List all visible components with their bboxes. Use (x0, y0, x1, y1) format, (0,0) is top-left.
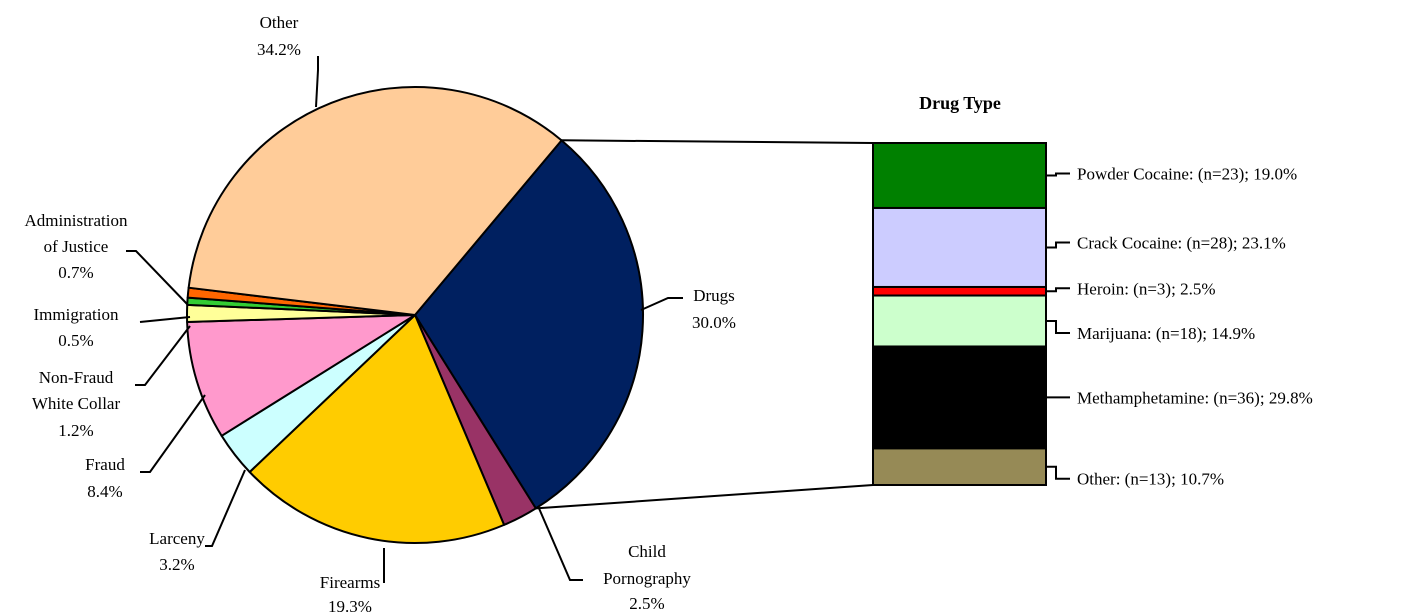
connector-line-top (561, 139, 874, 144)
bar-label-other: Other: (n=13); 10.7% (1077, 470, 1224, 489)
pie-label-fraud: Fraud 8.4% (85, 455, 125, 501)
pie-leader-immigration (139, 316, 191, 323)
bar-segment-heroin (872, 285, 1047, 297)
pie-name-firearms: Firearms (320, 573, 380, 592)
pie-name-fraud: Fraud (85, 455, 125, 474)
bar-label-powder-cocaine: Powder Cocaine: (n=23); 19.0% (1077, 165, 1297, 184)
pie-name-other: Other (260, 13, 299, 32)
pie-slice-other (187, 86, 563, 316)
pie-label-larceny: Larceny 3.2% (149, 529, 205, 574)
pie-label-immigration: Immigration 0.5% (34, 305, 119, 350)
pie-labels: Drugs 30.0% Child Pornography 2.5% Firearms 19… (25, 13, 736, 616)
bar-leader-other (1046, 465, 1070, 480)
bar-leader-powder-cocaine (1046, 172, 1070, 177)
pie-leader-larceny (205, 469, 246, 547)
pie-value-larceny: 3.2% (159, 555, 194, 574)
bar-segment-crack-cocaine (872, 206, 1047, 288)
pie-leader-fraud (140, 394, 206, 473)
pie-name-drugs: Drugs (693, 286, 735, 305)
pie-label-child-pornography: Child Pornography 2.5% (603, 542, 691, 613)
bar-segment-methamphetamine (872, 345, 1047, 450)
pie-label-administration-of-justice: Administration of Justice 0.7% (25, 211, 128, 282)
bar-label-marijuana: Marijuana: (n=18); 14.9% (1077, 324, 1255, 343)
pie-slice-fraud (186, 314, 416, 437)
pie-value-non-fraud-white-collar: 1.2% (58, 421, 93, 440)
pie-name-larceny: Larceny (149, 529, 205, 548)
bar-leader-heroin (1046, 287, 1070, 293)
bar-segment-powder-cocaine (872, 142, 1047, 209)
pie-leader-non-fraud-white-collar (135, 325, 191, 386)
pie-label-drugs: Drugs 30.0% (692, 286, 736, 332)
pie-name-child-pornography: Pornography (603, 569, 691, 588)
pie-label-firearms: Firearms 19.3% (320, 573, 380, 616)
pie-value-child-pornography: 2.5% (629, 594, 664, 613)
connector-layer (535, 139, 874, 510)
pie-value-drugs: 30.0% (692, 313, 736, 332)
pie-value-administration-of-justice: 0.7% (58, 263, 93, 282)
bar-leader-marijuana (1046, 320, 1070, 334)
pie-name-administration-of-justice: of Justice (44, 237, 109, 256)
bar-label-heroin: Heroin: (n=3); 2.5% (1077, 279, 1215, 298)
connector-line-bottom (535, 484, 874, 510)
drug-type-labels: Drug Type Powder Cocaine: (n=23); 19.0% C… (919, 93, 1313, 489)
pie-slices (186, 86, 644, 544)
pie-name-immigration: Immigration (34, 305, 119, 324)
pie-value-other: 34.2% (257, 40, 301, 59)
bar-segment-other (872, 447, 1047, 487)
pie-slice-firearms (248, 314, 506, 544)
pie-leader-drugs (640, 297, 683, 311)
drug-type-bar (872, 142, 1047, 487)
pie-leader-other (315, 56, 319, 108)
pie-name-administration-of-justice: Administration (25, 211, 128, 230)
bar-label-crack-cocaine: Crack Cocaine: (n=28); 23.1% (1077, 234, 1286, 253)
bar-label-methamphetamine: Methamphetamine: (n=36); 29.8% (1077, 388, 1313, 407)
pie-leader-administration-of-justice (126, 250, 189, 306)
pie-name-non-fraud-white-collar: White Collar (32, 394, 121, 413)
pie-label-other: Other 34.2% (257, 13, 301, 59)
bar-segment-marijuana (872, 294, 1047, 348)
pie-name-non-fraud-white-collar: Non-Fraud (39, 368, 114, 387)
pie-name-child-pornography: Child (628, 542, 666, 561)
pie-leader-child-pornography (537, 505, 583, 581)
pie-value-immigration: 0.5% (58, 331, 93, 350)
drug-type-title: Drug Type (919, 93, 1001, 113)
pie-slice-drugs (414, 139, 644, 510)
pie-value-firearms: 19.3% (328, 597, 372, 616)
pie-value-fraud: 8.4% (87, 482, 122, 501)
pie-label-non-fraud-white-collar: Non-Fraud White Collar 1.2% (32, 368, 121, 440)
bar-leader-crack-cocaine (1046, 241, 1070, 249)
